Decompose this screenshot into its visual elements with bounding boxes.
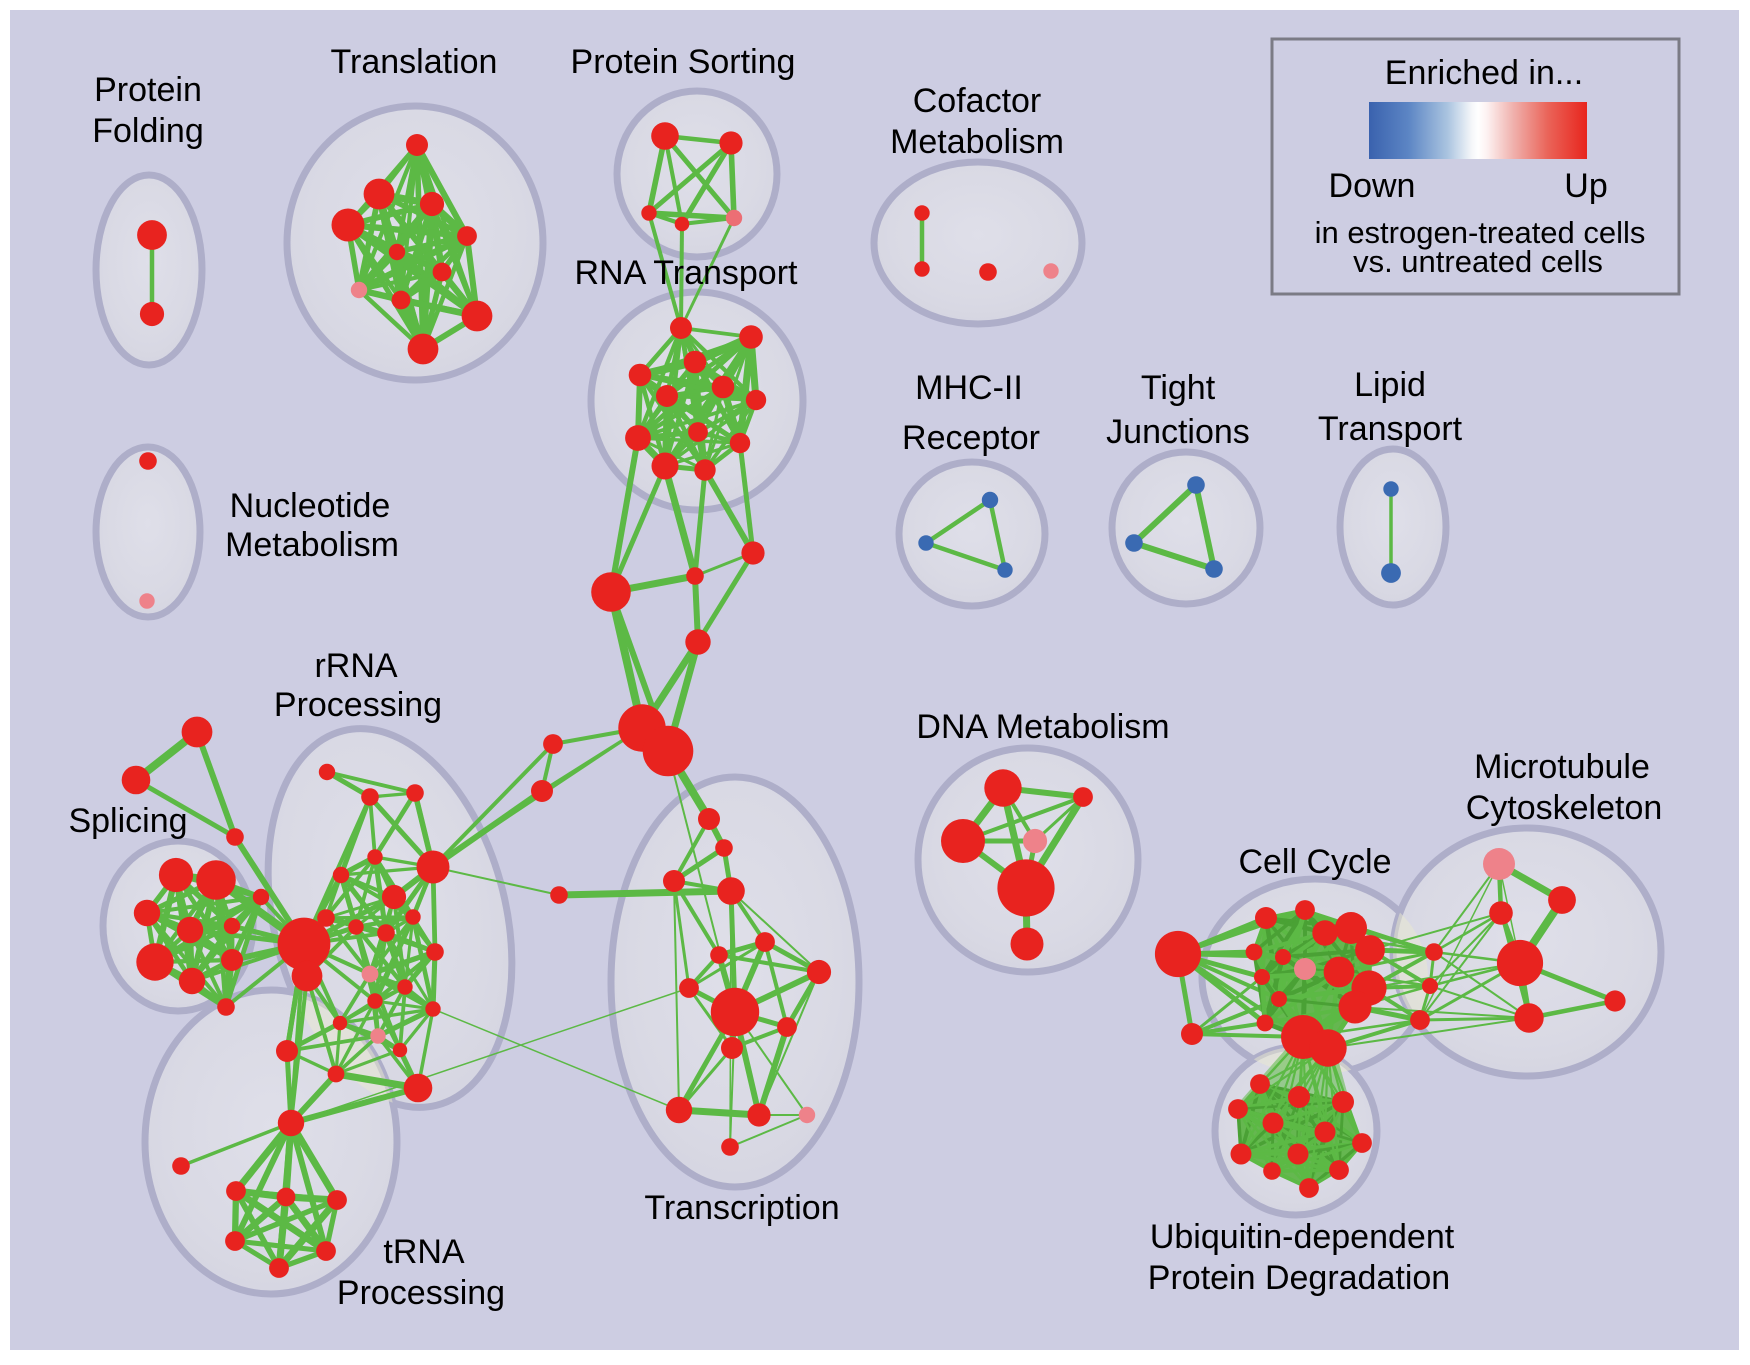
svg-text:MHC-II: MHC-II [915,369,1023,407]
svg-text:Processing: Processing [337,1274,505,1312]
svg-text:Transport: Transport [1318,410,1463,448]
svg-text:Protein: Protein [94,71,202,109]
svg-text:Folding: Folding [92,112,204,150]
svg-text:in estrogen-treated cells: in estrogen-treated cells [1315,215,1646,250]
svg-text:Cell Cycle: Cell Cycle [1238,843,1391,881]
svg-text:Lipid: Lipid [1354,366,1426,404]
svg-text:Junctions: Junctions [1106,413,1250,451]
svg-text:tRNA: tRNA [383,1233,465,1271]
svg-text:Protein Degradation: Protein Degradation [1148,1259,1450,1297]
svg-text:RNA Transport: RNA Transport [575,254,799,292]
svg-text:Cofactor: Cofactor [913,82,1042,120]
svg-text:Processing: Processing [274,686,442,724]
svg-text:Up: Up [1564,167,1607,205]
svg-text:Down: Down [1329,167,1416,205]
svg-text:Transcription: Transcription [644,1189,839,1227]
svg-text:Nucleotide: Nucleotide [230,487,391,525]
svg-text:Microtubule: Microtubule [1474,748,1650,786]
svg-text:Cytoskeleton: Cytoskeleton [1466,789,1663,827]
svg-text:vs. untreated cells: vs. untreated cells [1353,244,1603,279]
svg-text:Translation: Translation [331,43,498,81]
svg-text:Receptor: Receptor [902,419,1040,457]
svg-text:Ubiquitin-dependent: Ubiquitin-dependent [1150,1218,1455,1256]
svg-text:Metabolism: Metabolism [890,123,1064,161]
svg-text:Enriched in...: Enriched in... [1385,54,1583,92]
svg-text:Protein Sorting: Protein Sorting [571,43,796,81]
svg-text:Tight: Tight [1141,369,1216,407]
svg-text:DNA Metabolism: DNA Metabolism [916,708,1169,746]
svg-text:rRNA: rRNA [314,647,397,685]
svg-text:Splicing: Splicing [68,802,187,840]
svg-text:Metabolism: Metabolism [225,526,399,564]
